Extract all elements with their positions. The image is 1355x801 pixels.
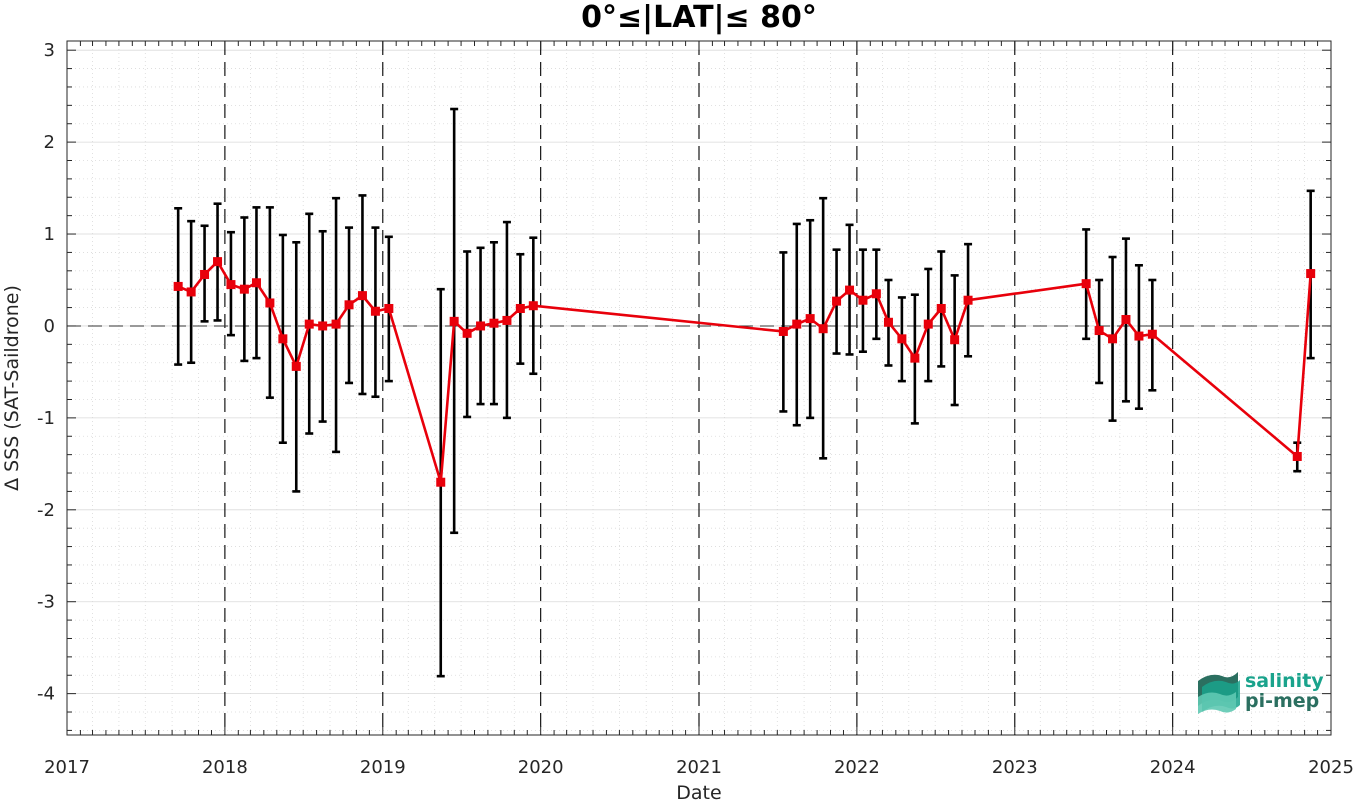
data-point-marker xyxy=(318,321,328,331)
labels-layer: 2017 2018 2019 2020 2021 2022 2023 2024 2025 3 2 1 0… xyxy=(37,40,1354,778)
data-point-marker xyxy=(1094,326,1104,336)
data-point-marker xyxy=(818,324,828,334)
data-point-marker xyxy=(963,295,973,305)
x-tick-label: 2024 xyxy=(1150,757,1196,778)
x-tick-label: 2021 xyxy=(676,757,722,778)
data-point-marker xyxy=(239,284,249,294)
data-point-marker xyxy=(778,326,788,336)
data-point-marker xyxy=(515,303,525,313)
data-point-marker xyxy=(251,278,261,288)
y-tick-label: 0 xyxy=(44,316,55,337)
plot-frame xyxy=(66,40,1332,736)
data-point-marker xyxy=(291,361,301,371)
data-point-marker xyxy=(1121,315,1131,325)
data-point-marker xyxy=(1134,331,1144,341)
data-point-marker xyxy=(1108,334,1118,344)
y-tick-label: -1 xyxy=(37,408,55,429)
data-point-marker xyxy=(871,289,881,299)
x-tick-label: 2017 xyxy=(44,757,90,778)
wave-logo-icon xyxy=(1198,672,1240,714)
data-point-marker xyxy=(1292,451,1302,461)
data-point-marker xyxy=(226,280,236,290)
x-tick-label: 2019 xyxy=(360,757,406,778)
grid-layer xyxy=(67,41,1331,735)
data-point-marker xyxy=(384,303,394,313)
data-point-marker xyxy=(858,295,868,305)
data-point-marker xyxy=(173,281,183,291)
data-point-marker xyxy=(265,298,275,308)
data-point-marker xyxy=(528,301,538,311)
axes-layer xyxy=(66,40,1332,736)
data-point-marker xyxy=(502,315,512,325)
data-point-marker xyxy=(1147,329,1157,339)
data-point-marker xyxy=(923,319,933,329)
x-axis-label: Date xyxy=(676,782,721,801)
data-point-marker xyxy=(278,334,288,344)
data-point-marker xyxy=(304,319,314,329)
data-point-marker xyxy=(805,314,815,324)
data-point-marker xyxy=(357,291,367,301)
y-tick-label: -3 xyxy=(37,592,55,613)
data-point-marker xyxy=(449,316,459,326)
y-tick-label: -2 xyxy=(37,500,55,521)
data-layer xyxy=(173,107,1316,678)
series-line xyxy=(177,260,1312,484)
data-point-marker xyxy=(1081,279,1091,289)
data-point-marker xyxy=(910,353,920,363)
data-point-marker xyxy=(792,319,802,329)
data-point-marker xyxy=(832,296,842,306)
x-tick-label: 2018 xyxy=(202,757,248,778)
logo-text-pimep: pi-mep xyxy=(1245,690,1319,712)
data-point-marker xyxy=(845,285,855,295)
data-point-marker xyxy=(936,303,946,313)
x-tick-label: 2023 xyxy=(992,757,1038,778)
y-tick-label: 1 xyxy=(44,224,55,245)
logo-text-salinity: salinity xyxy=(1245,670,1324,692)
data-point-marker xyxy=(950,335,960,345)
y-axis-label: Δ SSS (SAT-Saildrone) xyxy=(1,285,23,491)
data-point-marker xyxy=(897,334,907,344)
x-tick-label: 2020 xyxy=(518,757,564,778)
y-tick-label: 2 xyxy=(44,132,55,153)
data-point-marker xyxy=(331,319,341,329)
data-point-marker xyxy=(213,257,223,267)
data-point-marker xyxy=(883,317,893,327)
x-tick-label: 2025 xyxy=(1308,757,1354,778)
data-point-marker xyxy=(489,318,499,328)
salinity-pimep-logo: salinity pi-mep xyxy=(1198,670,1324,714)
y-tick-label: -4 xyxy=(37,684,55,705)
data-point-marker xyxy=(186,287,196,297)
data-point-marker xyxy=(200,269,210,279)
data-point-marker xyxy=(462,328,472,338)
x-tick-label: 2022 xyxy=(834,757,880,778)
data-point-marker xyxy=(370,306,380,316)
y-tick-label: 3 xyxy=(44,40,55,61)
chart-title: 0°≤|LAT|≤ 80° xyxy=(581,0,817,35)
data-point-marker xyxy=(344,300,354,310)
data-point-marker xyxy=(476,321,486,331)
data-point-marker xyxy=(1306,269,1316,279)
data-point-marker xyxy=(436,477,446,487)
